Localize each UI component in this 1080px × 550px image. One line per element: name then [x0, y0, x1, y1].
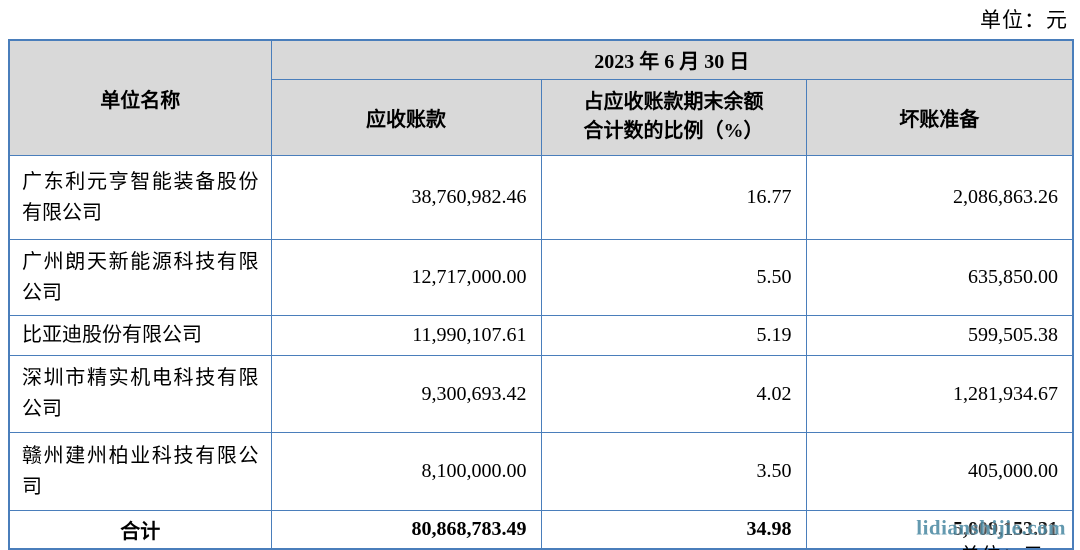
ratio-cell: 5.50	[540, 239, 807, 316]
total-bad-debt-cell: 5,009,153.31 lidianshijie.com	[805, 510, 1074, 549]
receivable-cell: 12,717,000.00	[270, 239, 542, 316]
header-bad-debt: 坏账准备	[805, 78, 1074, 157]
company-name-cell: 赣州建州柏业科技有限公司	[8, 432, 272, 511]
header-company: 单位名称	[8, 39, 272, 156]
header-ratio: 占应收账款期末余额 合计数的比例（%）	[540, 78, 807, 157]
ratio-cell: 16.77	[540, 155, 807, 240]
bad-debt-cell: 2,086,863.26	[805, 155, 1074, 240]
total-receivable-cell: 80,868,783.49	[270, 510, 542, 549]
company-name-cell: 深圳市精实机电科技有限公司	[8, 355, 272, 433]
table-row: 广州朗天新能源科技有限公司 12,717,000.00 5.50 635,850…	[8, 239, 1074, 316]
bad-debt-cell: 1,281,934.67	[805, 355, 1074, 433]
table-row: 比亚迪股份有限公司 11,990,107.61 5.19 599,505.38	[8, 315, 1074, 356]
company-name-cell: 广州朗天新能源科技有限公司	[8, 239, 272, 316]
header-date-group: 2023 年 6 月 30 日	[270, 39, 1074, 80]
bad-debt-cell: 635,850.00	[805, 239, 1074, 316]
header-row-date: 单位名称 2023 年 6 月 30 日	[8, 39, 1074, 156]
total-bad-debt-value: 5,009,153.31	[953, 517, 1059, 540]
receivable-cell: 9,300,693.42	[270, 355, 542, 433]
company-name-cell: 广东利元亨智能装备股份有限公司	[8, 155, 272, 240]
receivable-cell: 38,760,982.46	[270, 155, 542, 240]
ratio-cell: 4.02	[540, 355, 807, 433]
ratio-cell: 3.50	[540, 432, 807, 511]
table-row: 赣州建州柏业科技有限公司 8,100,000.00 3.50 405,000.0…	[8, 432, 1074, 511]
total-label-cell: 合计	[8, 510, 272, 549]
header-row-columns: 应收账款 占应收账款期末余额 合计数的比例（%） 坏账准备	[9, 78, 1074, 157]
cutoff-unit-label-fragment: 单位：元	[960, 545, 1044, 550]
table-row: 深圳市精实机电科技有限公司 9,300,693.42 4.02 1,281,93…	[8, 355, 1074, 433]
receivable-cell: 11,990,107.61	[270, 315, 542, 356]
unit-label: 单位：元	[980, 8, 1068, 32]
receivable-cell: 8,100,000.00	[270, 432, 542, 511]
total-ratio-cell: 34.98	[540, 510, 807, 549]
ratio-cell: 5.19	[540, 315, 807, 356]
receivables-table: 单位名称 2023 年 6 月 30 日 应收账款 占应收账款期末余额 合计数的…	[8, 39, 1075, 550]
header-receivable: 应收账款	[270, 78, 542, 157]
bad-debt-cell: 405,000.00	[805, 432, 1074, 511]
bad-debt-cell: 599,505.38	[805, 315, 1074, 356]
company-name-cell: 比亚迪股份有限公司	[8, 315, 272, 356]
total-row: 合计 80,868,783.49 34.98 5,009,153.31 lidi…	[8, 510, 1074, 549]
table-row: 广东利元亨智能装备股份有限公司 38,760,982.46 16.77 2,08…	[8, 155, 1074, 240]
